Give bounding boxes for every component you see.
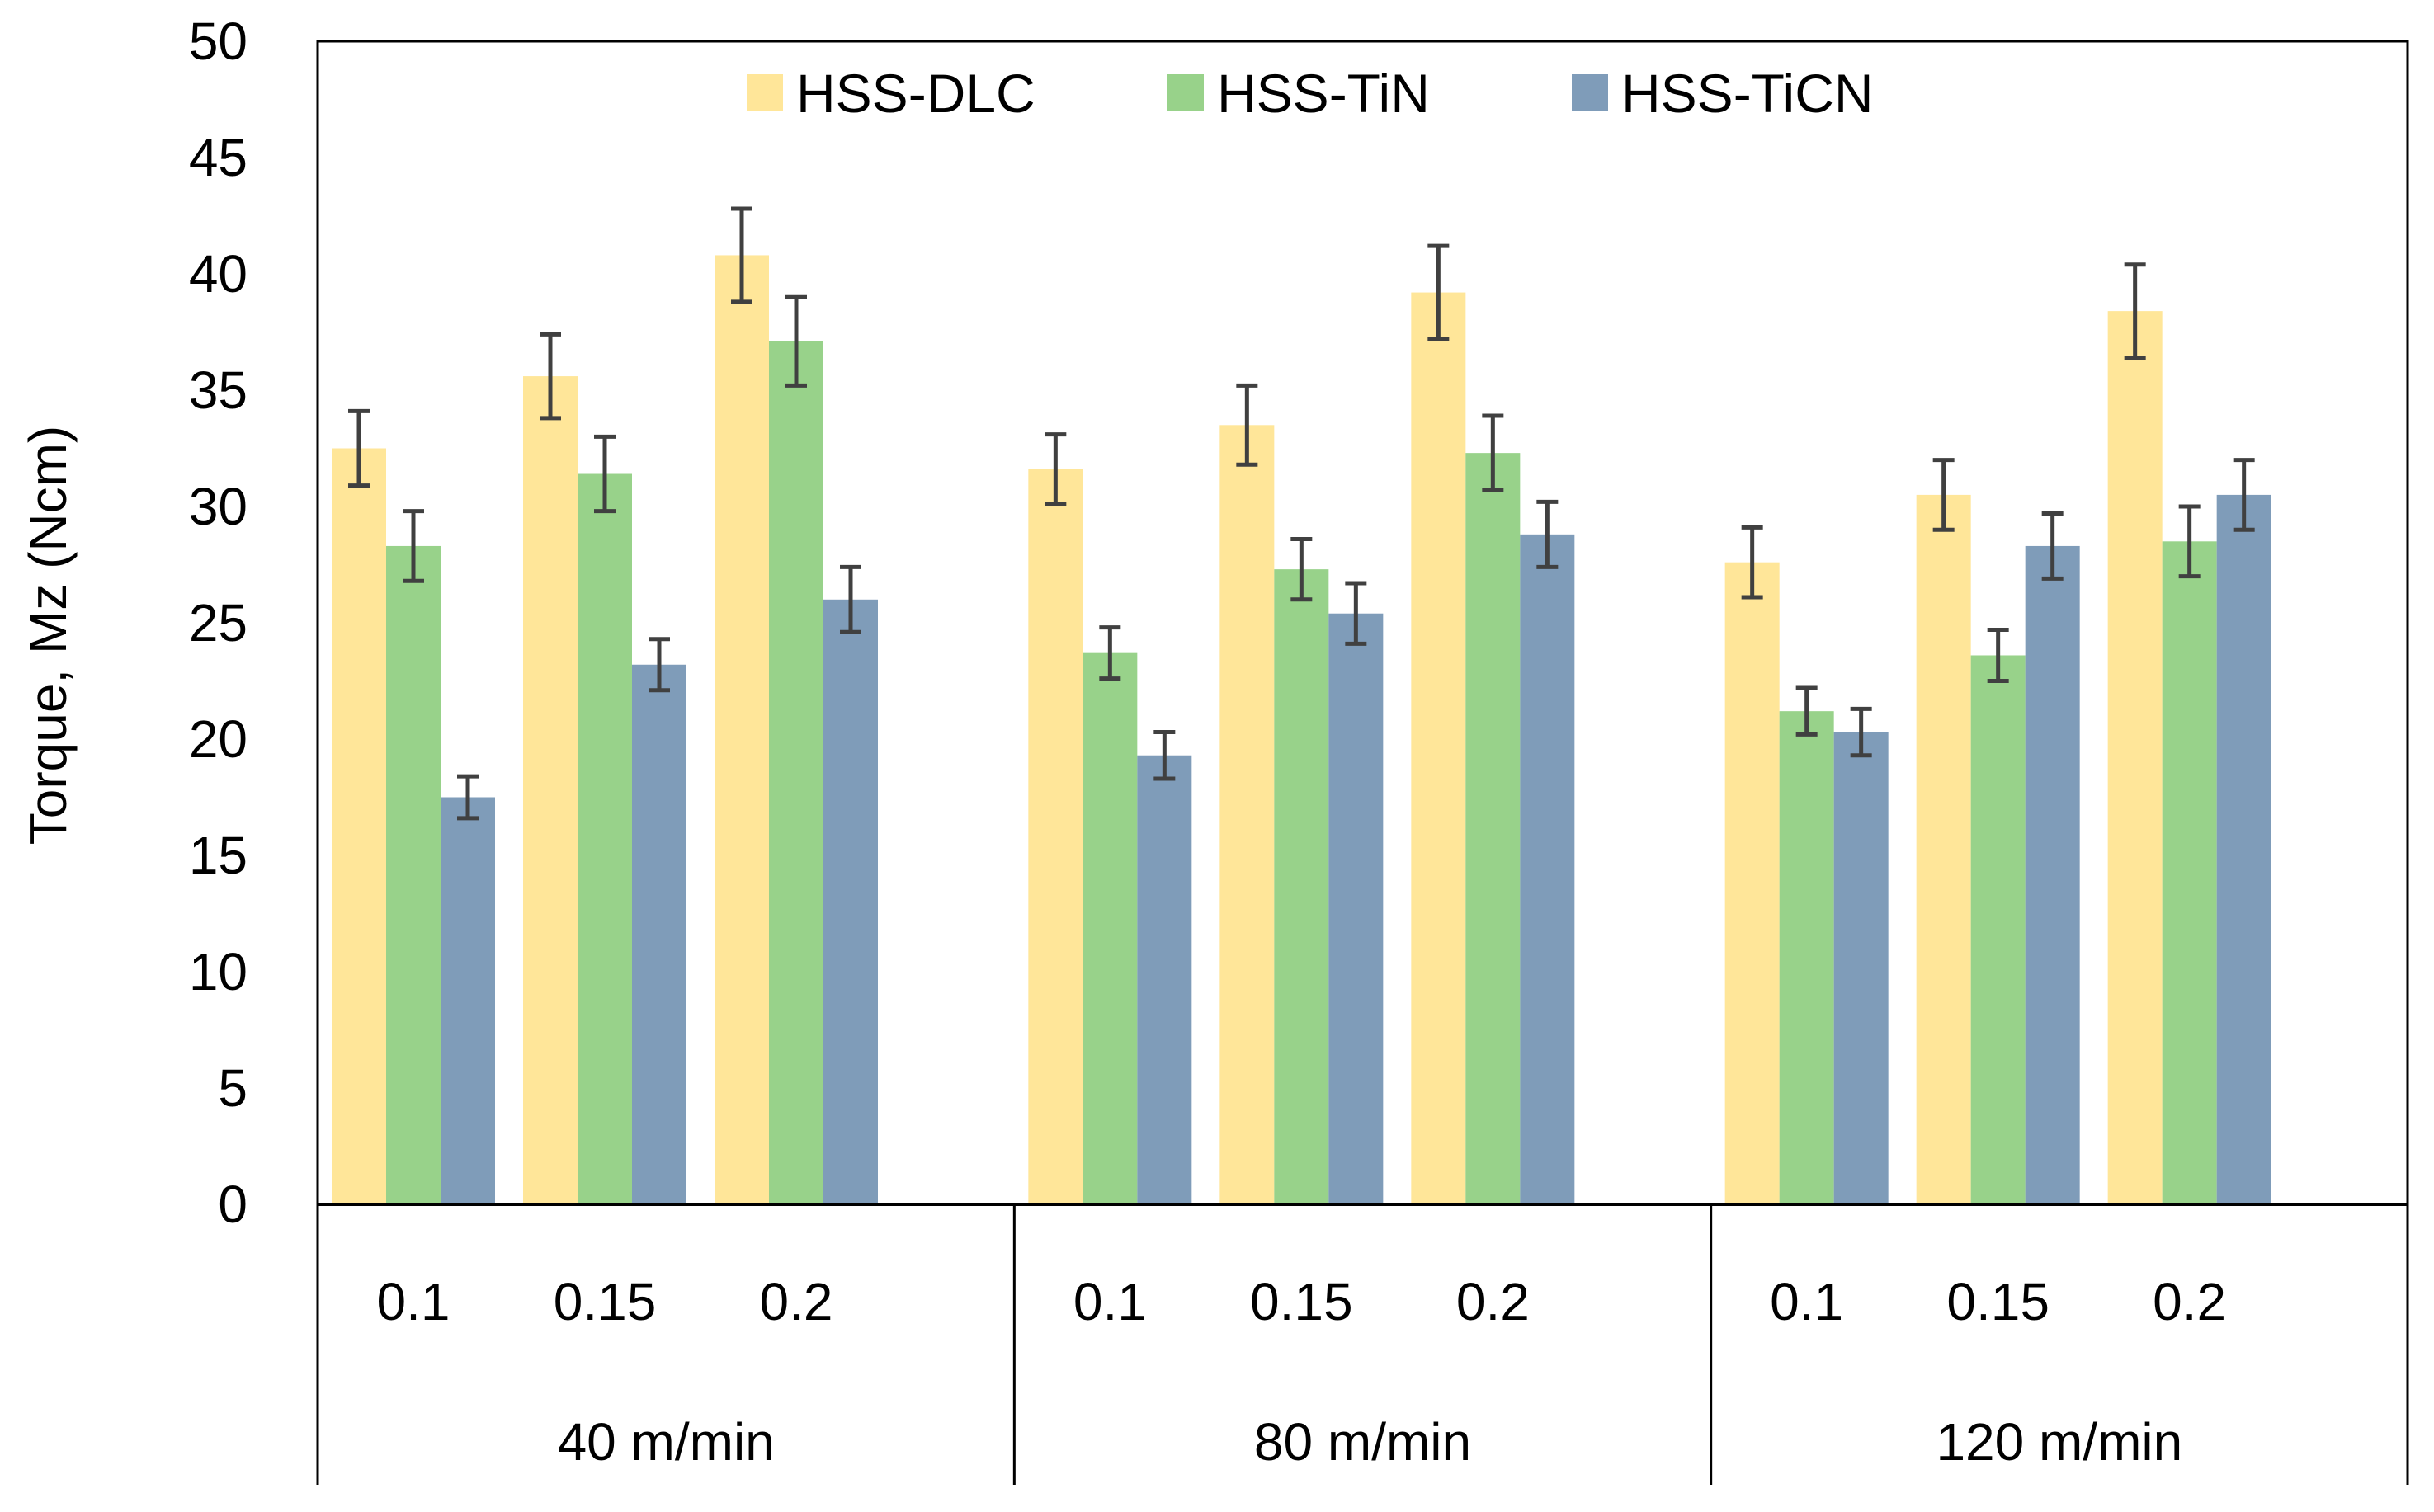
y-axis-title-group: Torque, Mz (Ncm) [18,426,78,845]
bar-hss-tin [578,473,632,1204]
y-tick-label: 40 [189,244,248,304]
legend-label: HSS-TiN [1217,63,1430,124]
bar-hss-dlc [2107,311,2163,1204]
bar-hss-tin [386,545,441,1204]
bar-hss-dlc [1916,494,1971,1204]
bar-hss-tin [1465,453,1521,1204]
y-tick-label: 30 [189,477,248,536]
bar-hss-dlc [715,255,769,1205]
y-tick-label: 5 [218,1058,248,1118]
x-tick-label: 0.1 [1073,1272,1147,1331]
y-axis-title: Torque, Mz (Ncm) [18,426,78,845]
bars-layer [332,255,2271,1205]
x-tick-label: 0.1 [1770,1272,1843,1331]
bar-hss-dlc [1411,292,1466,1204]
legend-label: HSS-DLC [796,63,1035,124]
legend-swatch [747,74,783,111]
x-tick-label: 0.2 [760,1272,833,1331]
bar-hss-tin [769,341,823,1204]
legend-label: HSS-TiCN [1621,63,1874,124]
bar-hss-dlc [332,448,386,1204]
bar-hss-tin [1779,711,1834,1204]
y-tick-label: 45 [189,128,248,187]
x-tick-label: 0.1 [377,1272,450,1331]
bar-hss-dlc [1219,425,1275,1204]
bar-hss-ticn [632,664,686,1204]
bar-hss-tin [1970,655,2026,1204]
bar-hss-ticn [441,797,495,1204]
x-tick-label: 0.15 [1250,1272,1353,1331]
y-tick-label: 10 [189,942,248,1001]
plot-frame [316,40,2409,1206]
bar-hss-ticn [2216,494,2271,1204]
bar-hss-tin [1274,569,1329,1204]
y-axis-ticks: 0 5 10 15 20 25 30 35 40 45 50 [189,12,248,1234]
bar-hss-tin [1083,652,1138,1204]
x-group-label: 80 m/min [1254,1412,1471,1472]
y-tick-label: 25 [189,593,248,652]
error-bars-layer [348,206,2255,821]
y-tick-label: 50 [189,12,248,71]
x-tick-label: 0.2 [1456,1272,1530,1331]
bar-hss-ticn [2025,545,2080,1204]
legend: HSS-DLC HSS-TiN HSS-TiCN [747,63,1874,124]
legend-swatch [1572,74,1608,111]
y-tick-label: 0 [218,1175,248,1234]
x-group-label: 120 m/min [1936,1412,2182,1472]
x-tick-label: 0.15 [554,1272,657,1331]
y-tick-label: 20 [189,709,248,769]
x-group-label: 40 m/min [558,1412,775,1472]
bar-hss-ticn [1137,755,1192,1204]
y-tick-label: 35 [189,360,248,420]
bar-hss-dlc [1724,562,1780,1204]
bar-hss-ticn [1833,732,1889,1204]
bar-hss-ticn [823,599,878,1204]
bar-hss-ticn [1520,534,1575,1204]
x-tick-label: 0.2 [2153,1272,2226,1331]
x-tick-label: 0.15 [1946,1272,2050,1331]
y-tick-label: 15 [189,826,248,885]
bar-hss-dlc [1028,469,1083,1204]
x-axis-categories: 0.1 0.15 0.2 0.1 0.15 0.2 0.1 0.15 0.2 40 m/min 80… [316,1204,2409,1485]
bar-hss-ticn [1328,613,1384,1204]
bar-hss-dlc [523,376,578,1205]
bar-hss-tin [2162,541,2217,1204]
legend-swatch [1167,74,1204,111]
